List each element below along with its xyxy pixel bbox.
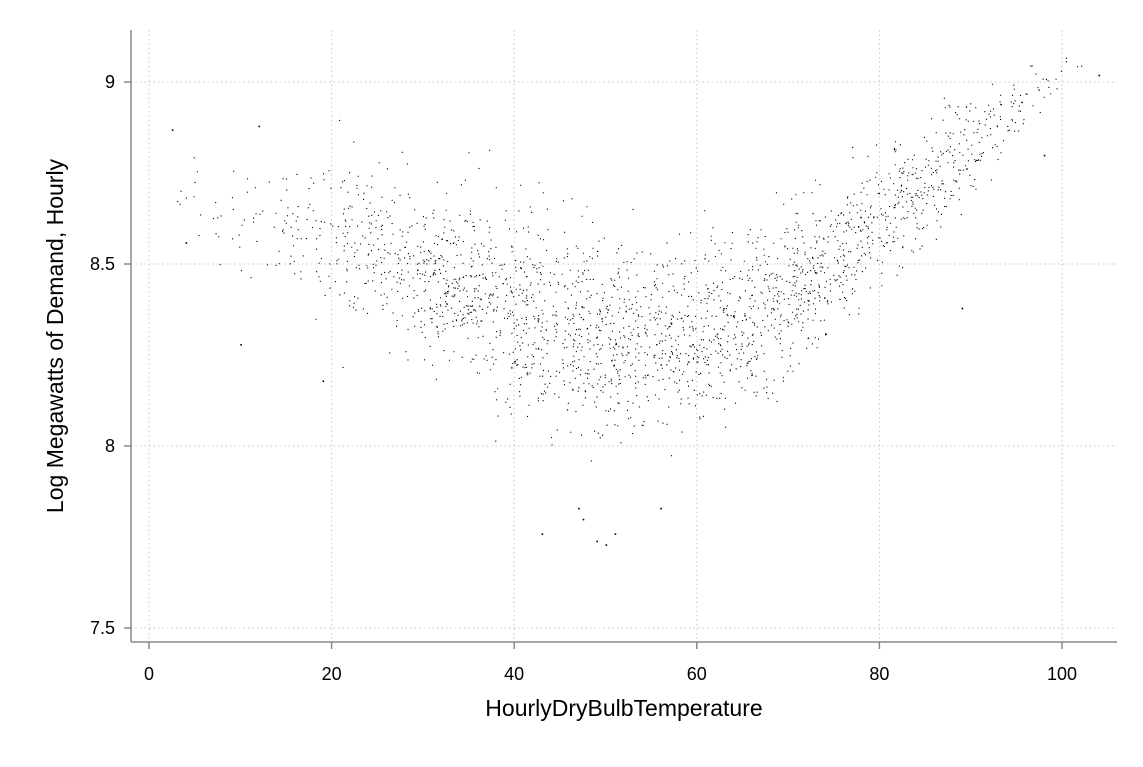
y-tick-label: 9 bbox=[105, 72, 115, 92]
y-tick-label: 8 bbox=[105, 436, 115, 456]
y-axis-title: Log Megawatts of Demand, Hourly bbox=[42, 158, 68, 513]
scatter-outlier-point bbox=[1098, 74, 1101, 77]
x-tick-label: 40 bbox=[504, 664, 524, 684]
scatter-outlier-point bbox=[614, 533, 617, 535]
axes bbox=[130, 30, 1117, 643]
x-tick-label: 0 bbox=[144, 664, 154, 684]
scatter-outlier-point bbox=[578, 507, 580, 510]
scatter-points bbox=[171, 57, 1101, 546]
grid-lines bbox=[131, 30, 1117, 642]
y-tick-label: 8.5 bbox=[90, 254, 115, 274]
scatter-outlier-point bbox=[322, 380, 325, 383]
scatter-point-cloud bbox=[177, 57, 1083, 462]
scatter-outlier-point bbox=[541, 533, 544, 535]
x-axis-title: HourlyDryBulbTemperature bbox=[485, 695, 762, 721]
scatter-outlier-point bbox=[582, 518, 585, 521]
scatter-outlier-point bbox=[171, 129, 174, 131]
scatter-outlier-point bbox=[660, 507, 662, 510]
y-tick-label: 7.5 bbox=[90, 618, 115, 638]
scatter-outlier-point bbox=[1043, 154, 1046, 157]
x-tick-label: 80 bbox=[869, 664, 889, 684]
axis-ticks: 0 20 40 60 80 100 7.5 8 8.5 9 bbox=[90, 72, 1077, 684]
x-tick-label: 60 bbox=[687, 664, 707, 684]
scatter-outlier-point bbox=[240, 344, 242, 346]
scatter-outlier-point bbox=[258, 125, 261, 128]
scatter-outlier-point bbox=[185, 242, 188, 244]
scatter-outlier-point bbox=[961, 307, 964, 310]
scatter-outlier-point bbox=[596, 540, 598, 543]
scatter-outlier-point bbox=[605, 544, 608, 546]
x-tick-label: 20 bbox=[322, 664, 342, 684]
x-tick-label: 100 bbox=[1047, 664, 1077, 684]
